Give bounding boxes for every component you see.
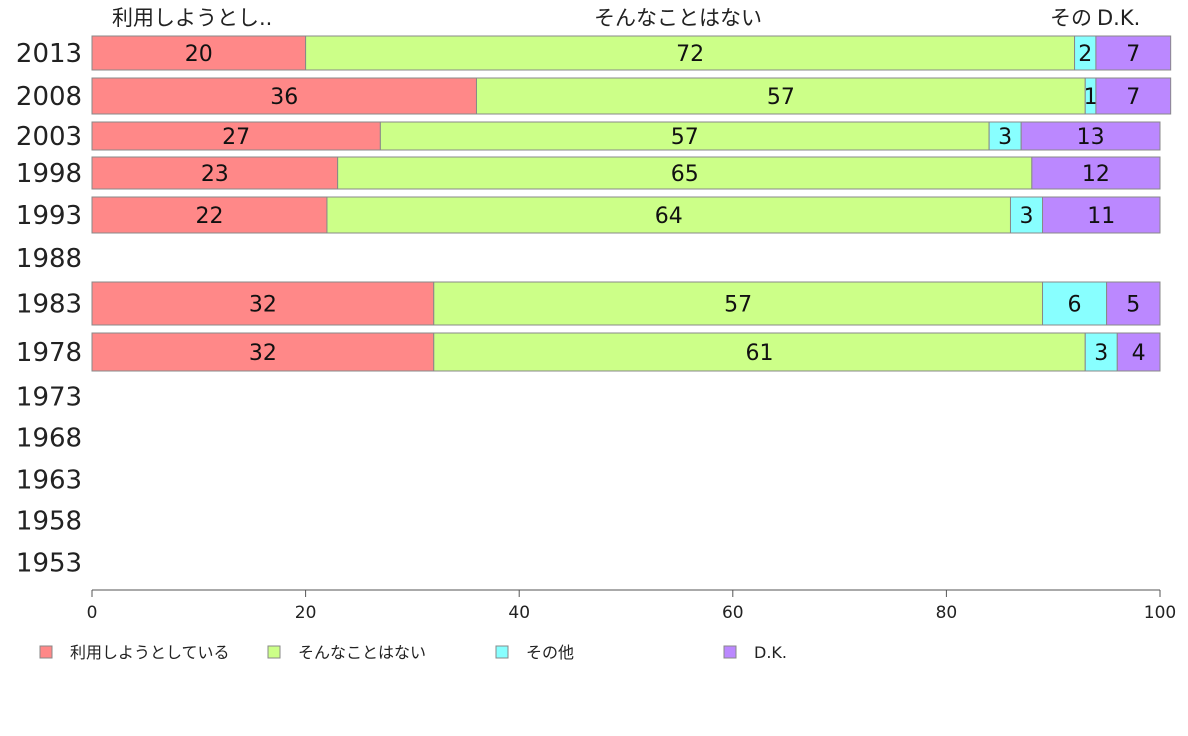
data-label-2003-series-0: 27	[222, 125, 250, 150]
year-labels: 2013 2008 2003 1998 1993 1988 1983 1978 1973 1968…	[16, 39, 82, 579]
legend-swatch	[723, 645, 737, 659]
data-label-2013-series-3: 7	[1126, 42, 1140, 67]
x-tick-label: 40	[508, 603, 530, 623]
bar-1993-series-3	[1042, 196, 1161, 234]
data-label-2013-series-2: 2	[1078, 42, 1092, 67]
bar-2013-series-1	[305, 35, 1076, 71]
year-label-2008: 2008	[16, 82, 82, 112]
x-tick-label: 60	[722, 603, 744, 623]
legend-label: 利用しようとしている	[70, 643, 230, 662]
legend-swatch	[39, 645, 53, 659]
data-label-1998-series-1: 65	[671, 162, 699, 187]
year-label-1963: 1963	[16, 466, 82, 496]
legend-label: D.K.	[754, 643, 787, 662]
x-axis: 0 20 40 60 80 100	[87, 589, 1176, 623]
legend-swatch	[495, 645, 509, 659]
bar-1978-series-0	[91, 332, 435, 372]
bar-2003-series-3	[1020, 121, 1161, 151]
column-header: そんなことはない	[594, 6, 762, 30]
data-label-1983-series-3: 5	[1126, 293, 1140, 318]
data-label-2003-series-3: 13	[1077, 125, 1105, 150]
data-label-2003-series-1: 57	[671, 125, 699, 150]
bar-2013-series-0	[91, 35, 307, 71]
bar-2008-series-3	[1095, 77, 1172, 115]
bar-2003-series-2	[988, 121, 1022, 151]
x-tick-label: 0	[87, 603, 98, 623]
data-label-2013-series-0: 20	[185, 42, 213, 67]
column-header: D.K.	[1097, 6, 1140, 30]
data-label-2008-series-1: 57	[767, 85, 795, 110]
year-label-1983: 1983	[16, 290, 82, 320]
data-label-1993-series-3: 11	[1087, 204, 1115, 229]
data-label-1998-series-3: 12	[1082, 162, 1110, 187]
bar-1983-series-1	[433, 281, 1044, 326]
legend-label: その他	[526, 643, 574, 662]
data-label-2008-series-0: 36	[270, 85, 298, 110]
year-label-1998: 1998	[16, 159, 82, 189]
data-label-2003-series-2: 3	[998, 125, 1012, 150]
bar-1978-series-1	[433, 332, 1086, 372]
column-header: その	[1050, 6, 1092, 30]
year-label-1968: 1968	[16, 424, 82, 454]
bar-1998-series-0	[91, 156, 339, 190]
bar-2008-series-1	[475, 77, 1086, 115]
x-tick-label: 100	[1144, 603, 1176, 623]
legend-label: そんなことはない	[298, 643, 426, 662]
bar-1978-series-3	[1116, 332, 1161, 372]
data-label-1993-series-1: 64	[655, 204, 683, 229]
x-tick-label: 20	[295, 603, 317, 623]
year-label-1973: 1973	[16, 383, 82, 413]
year-label-1953: 1953	[16, 549, 82, 579]
bar-1983-series-3	[1106, 281, 1161, 326]
data-label-1978-series-2: 3	[1094, 341, 1108, 366]
data-label-1993-series-2: 3	[1020, 204, 1034, 229]
bar-2013-series-3	[1095, 35, 1172, 71]
year-label-1958: 1958	[16, 507, 82, 537]
data-label-2008-series-3: 7	[1126, 85, 1140, 110]
bar-2003-series-0	[91, 121, 381, 151]
year-label-1978: 1978	[16, 338, 82, 368]
bar-1993-series-2	[1009, 196, 1044, 234]
legend: 利用しようとしている そんなことはない その他 D.K.	[39, 643, 787, 662]
bar-1998-series-1	[337, 156, 1033, 190]
bar-1993-series-1	[326, 196, 1011, 234]
x-tick-label: 80	[936, 603, 958, 623]
bar-1993-series-0	[91, 196, 328, 234]
bar-1998-series-3	[1031, 156, 1161, 190]
data-label-1978-series-3: 4	[1132, 341, 1146, 366]
year-label-2013: 2013	[16, 39, 82, 69]
bar-2008-series-0	[91, 77, 477, 115]
data-label-1993-series-0: 22	[195, 204, 223, 229]
bar-2003-series-1	[379, 121, 990, 151]
data-label-2013-series-1: 72	[676, 42, 704, 67]
data-label-1978-series-0: 32	[249, 341, 277, 366]
data-label-1983-series-0: 32	[249, 293, 277, 318]
column-headers: 利用しようとし.. そんなことはない その D.K.	[112, 6, 1140, 30]
column-header: 利用しようとし..	[112, 6, 272, 30]
bar-1983-series-2	[1042, 281, 1108, 326]
legend-swatch	[267, 645, 281, 659]
data-label-1983-series-1: 57	[724, 293, 752, 318]
year-label-2003: 2003	[16, 122, 82, 152]
data-label-1998-series-0: 23	[201, 162, 229, 187]
year-label-1993: 1993	[16, 201, 82, 231]
data-label-1978-series-1: 61	[746, 341, 774, 366]
data-label-2008-series-2: 1	[1084, 85, 1098, 110]
year-label-1988: 1988	[16, 244, 82, 274]
data-label-1983-series-2: 6	[1068, 293, 1082, 318]
